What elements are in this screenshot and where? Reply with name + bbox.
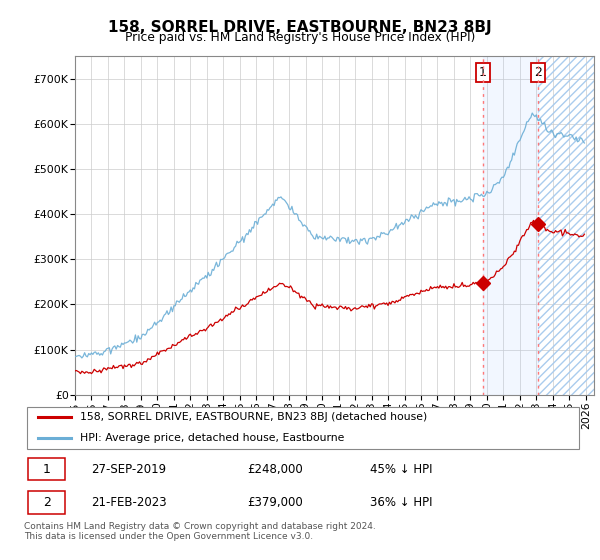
Text: 36% ↓ HPI: 36% ↓ HPI (370, 496, 433, 509)
Text: 158, SORREL DRIVE, EASTBOURNE, BN23 8BJ (detached house): 158, SORREL DRIVE, EASTBOURNE, BN23 8BJ … (80, 412, 427, 422)
Text: 2: 2 (43, 496, 50, 509)
Text: £379,000: £379,000 (247, 496, 303, 509)
Text: 21-FEB-2023: 21-FEB-2023 (91, 496, 167, 509)
Bar (538, 56, 594, 395)
FancyBboxPatch shape (28, 491, 65, 514)
FancyBboxPatch shape (27, 407, 579, 449)
Bar (538, 56, 594, 395)
Text: 1: 1 (479, 66, 487, 79)
Bar (483, 56, 538, 395)
Text: 45% ↓ HPI: 45% ↓ HPI (370, 463, 433, 475)
Text: £248,000: £248,000 (247, 463, 303, 475)
Text: 27-SEP-2019: 27-SEP-2019 (91, 463, 166, 475)
Text: 1: 1 (43, 463, 50, 475)
Text: 2: 2 (535, 66, 542, 79)
Text: HPI: Average price, detached house, Eastbourne: HPI: Average price, detached house, East… (80, 433, 344, 444)
FancyBboxPatch shape (28, 458, 65, 480)
Text: Price paid vs. HM Land Registry's House Price Index (HPI): Price paid vs. HM Land Registry's House … (125, 31, 475, 44)
Text: Contains HM Land Registry data © Crown copyright and database right 2024.
This d: Contains HM Land Registry data © Crown c… (24, 522, 376, 542)
Text: 158, SORREL DRIVE, EASTBOURNE, BN23 8BJ: 158, SORREL DRIVE, EASTBOURNE, BN23 8BJ (108, 20, 492, 35)
